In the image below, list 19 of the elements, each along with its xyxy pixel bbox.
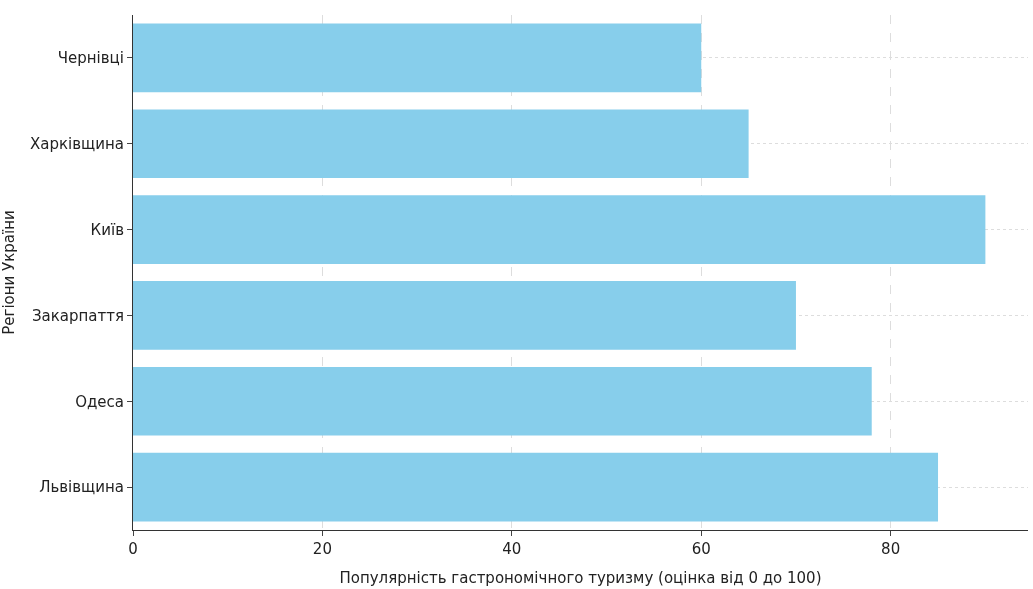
y-tick-label: Одеса: [75, 392, 124, 411]
y-tick-label: Харківщина: [30, 135, 124, 153]
y-tick-label: Київ: [90, 220, 124, 239]
y-tick-label: Львівщина: [39, 478, 124, 497]
y-axis-title: Регіони України: [0, 210, 18, 335]
bar: [133, 281, 796, 350]
x-tick-label: 0: [128, 540, 138, 558]
x-tick-label: 80: [881, 540, 901, 558]
bar: [133, 366, 872, 436]
x-tick-label: 20: [312, 540, 332, 558]
bar: [133, 452, 939, 522]
bar: [133, 109, 749, 179]
bar: [133, 195, 986, 264]
x-tick-label: 60: [691, 540, 711, 558]
x-axis-title: Популярність гастрономічного туризму (оцінка від 0 до 100): [339, 569, 822, 587]
bar: [133, 23, 702, 93]
y-tick-label: Чернівці: [57, 49, 124, 68]
x-tick-label: 40: [502, 540, 522, 558]
y-tick-label: Закарпаття: [31, 306, 124, 325]
